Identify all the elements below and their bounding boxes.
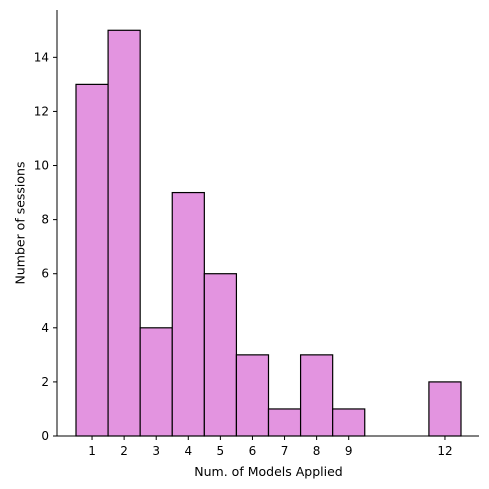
x-tick-label: 12 <box>437 444 452 458</box>
histogram-bar <box>139 327 173 437</box>
histogram-bar <box>171 191 205 437</box>
histogram-bar <box>107 29 141 437</box>
y-tick-label: 10 <box>34 159 49 173</box>
x-tick-label: 1 <box>88 444 96 458</box>
y-axis: 0 2 4 6 8 10 12 14 <box>34 10 58 443</box>
x-tick-label: 6 <box>249 444 257 458</box>
x-tick-label: 3 <box>152 444 160 458</box>
x-tick-label: 5 <box>217 444 225 458</box>
x-tick-label: 4 <box>184 444 192 458</box>
histogram-bar <box>428 381 462 437</box>
y-tick-label: 8 <box>41 213 49 227</box>
histogram-bar <box>299 354 334 437</box>
x-tick-label: 2 <box>120 444 128 458</box>
x-axis: 1 2 3 4 5 6 7 8 9 12 <box>57 435 479 458</box>
histogram-bar <box>75 83 109 437</box>
histogram-bar <box>267 408 302 437</box>
bars-group <box>75 29 462 437</box>
histogram-bar <box>203 273 238 437</box>
y-tick-label: 0 <box>41 429 49 443</box>
histogram-bar <box>332 408 366 437</box>
y-tick-label: 12 <box>34 104 49 118</box>
y-tick-label: 2 <box>41 375 49 389</box>
y-tick-label: 4 <box>41 321 49 335</box>
histogram-bar <box>235 354 270 437</box>
x-axis-label: Num. of Models Applied <box>194 464 342 479</box>
y-tick-label: 14 <box>34 50 49 64</box>
x-tick-label: 9 <box>345 444 353 458</box>
x-tick-label: 8 <box>313 444 321 458</box>
y-axis-label: Number of sessions <box>12 162 27 285</box>
x-tick-label: 7 <box>281 444 289 458</box>
y-tick-label: 6 <box>41 267 49 281</box>
